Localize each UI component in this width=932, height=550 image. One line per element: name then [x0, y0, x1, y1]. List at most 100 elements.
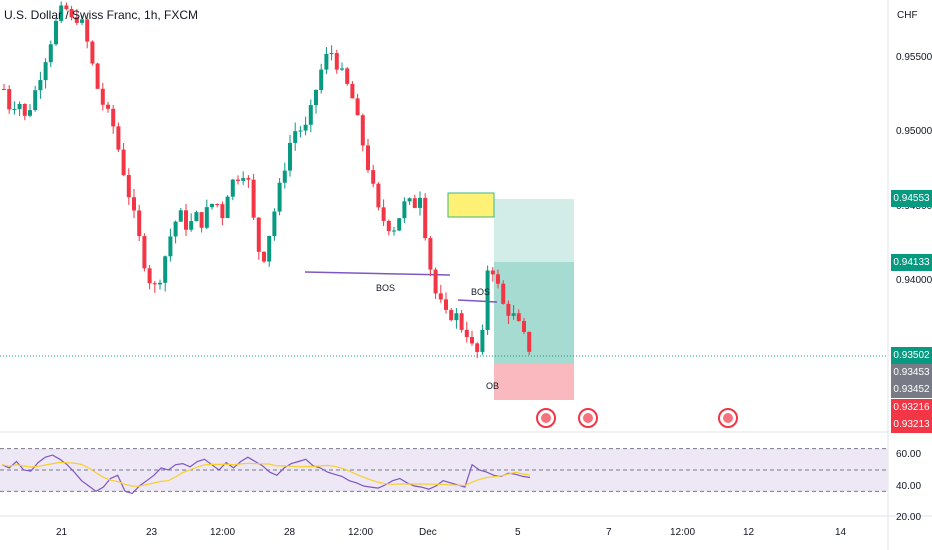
price-tick-label: 0.95000	[896, 126, 932, 137]
candle-body	[511, 313, 516, 316]
candle-body	[267, 235, 272, 262]
candle-body	[506, 303, 511, 316]
candle-body	[371, 170, 376, 184]
candle-body	[225, 196, 230, 219]
candle-body	[459, 313, 464, 330]
candle-body	[381, 207, 386, 221]
candle-body	[428, 238, 433, 270]
rsi-tick-label: 60.00	[896, 449, 922, 460]
candle-body	[516, 313, 521, 321]
rsi-ma-line	[1, 461, 531, 487]
price-label: 0.94133	[891, 254, 932, 271]
candle-body	[54, 20, 58, 45]
candle-body	[433, 269, 438, 294]
candle-body	[220, 204, 225, 219]
candle-body	[111, 108, 116, 127]
candle-body	[397, 218, 402, 231]
candle-body	[147, 268, 152, 284]
candle-body	[158, 282, 162, 285]
candle-body	[184, 210, 188, 230]
candle-body	[340, 68, 344, 70]
price-tick-label: 0.95500	[896, 52, 932, 63]
candle-body	[288, 142, 292, 171]
candle-body	[314, 89, 318, 106]
candle-body	[355, 98, 360, 116]
candle-body	[95, 63, 100, 89]
candle-body	[246, 178, 251, 180]
us-flag-event-icon-inner	[583, 413, 593, 423]
time-tick-label: 12	[743, 527, 755, 538]
candle-body	[319, 69, 324, 90]
candle-body	[59, 5, 64, 21]
candle-body	[449, 309, 454, 321]
candle-body	[90, 41, 95, 64]
time-tick-label: 12:00	[348, 527, 374, 538]
candle-body	[178, 210, 183, 222]
candle-body	[168, 236, 173, 257]
candle-body	[490, 270, 495, 275]
candle-body	[137, 210, 142, 237]
rsi-tick-label: 20.00	[896, 512, 922, 523]
candle-body	[293, 131, 298, 143]
time-tick-label: 23	[146, 527, 158, 538]
candle-body	[132, 197, 136, 211]
candle-body	[298, 130, 303, 132]
candle-body	[163, 256, 168, 283]
bos-line-2	[457, 299, 498, 303]
candle-body	[303, 124, 308, 131]
price-label: 0.93452	[891, 381, 932, 398]
us-flag-event-icon-inner	[723, 413, 733, 423]
candle-body	[12, 109, 17, 111]
candle-body	[324, 53, 329, 70]
candle-body	[464, 329, 469, 338]
candle-body	[360, 115, 365, 146]
candle-body	[485, 270, 490, 330]
candle-body	[527, 331, 532, 352]
candle-body	[501, 283, 506, 304]
time-tick-label: 12:00	[210, 527, 236, 538]
candle-body	[282, 170, 287, 183]
candle-body	[407, 198, 412, 202]
time-tick-label: Dec	[419, 527, 437, 538]
candle-body	[80, 19, 84, 23]
candle-body	[22, 103, 27, 116]
candle-body	[444, 299, 448, 310]
candle-body	[194, 212, 199, 222]
price-label: 0.93213	[891, 416, 932, 433]
time-tick-label: 21	[56, 527, 68, 538]
candle-body	[251, 179, 256, 218]
time-tick-label: 5	[515, 527, 521, 538]
candle-body	[199, 212, 204, 228]
price-label: 0.93216	[891, 399, 932, 416]
candle-body	[496, 274, 500, 284]
candle-body	[210, 203, 214, 208]
candle-body	[522, 320, 526, 332]
price-label: 0.93502	[891, 347, 932, 364]
bos-line-1	[304, 271, 451, 276]
candle-body	[126, 175, 131, 198]
candle-body	[376, 183, 381, 208]
candle-body	[262, 251, 266, 262]
candle-body	[215, 203, 220, 205]
candle-body	[64, 5, 69, 9]
candle-body	[230, 179, 235, 197]
candle-body	[392, 230, 396, 232]
candle-body	[470, 337, 474, 344]
candle-body	[28, 110, 32, 116]
candle-body	[277, 182, 282, 212]
candle-body	[272, 211, 277, 236]
bos-label-2: BOS	[471, 287, 491, 297]
candle-body	[38, 80, 43, 91]
candle-body	[189, 221, 194, 230]
candle-body	[475, 343, 480, 352]
candle-body	[17, 103, 22, 110]
candle-body	[329, 53, 334, 55]
candle-body	[7, 89, 12, 110]
us-flag-event-icon-inner	[541, 413, 551, 423]
candle-body	[33, 90, 38, 111]
time-tick-label: 7	[606, 527, 612, 538]
candle-body	[480, 329, 485, 352]
ob-label: OB	[486, 381, 500, 391]
candle-body	[412, 198, 417, 208]
